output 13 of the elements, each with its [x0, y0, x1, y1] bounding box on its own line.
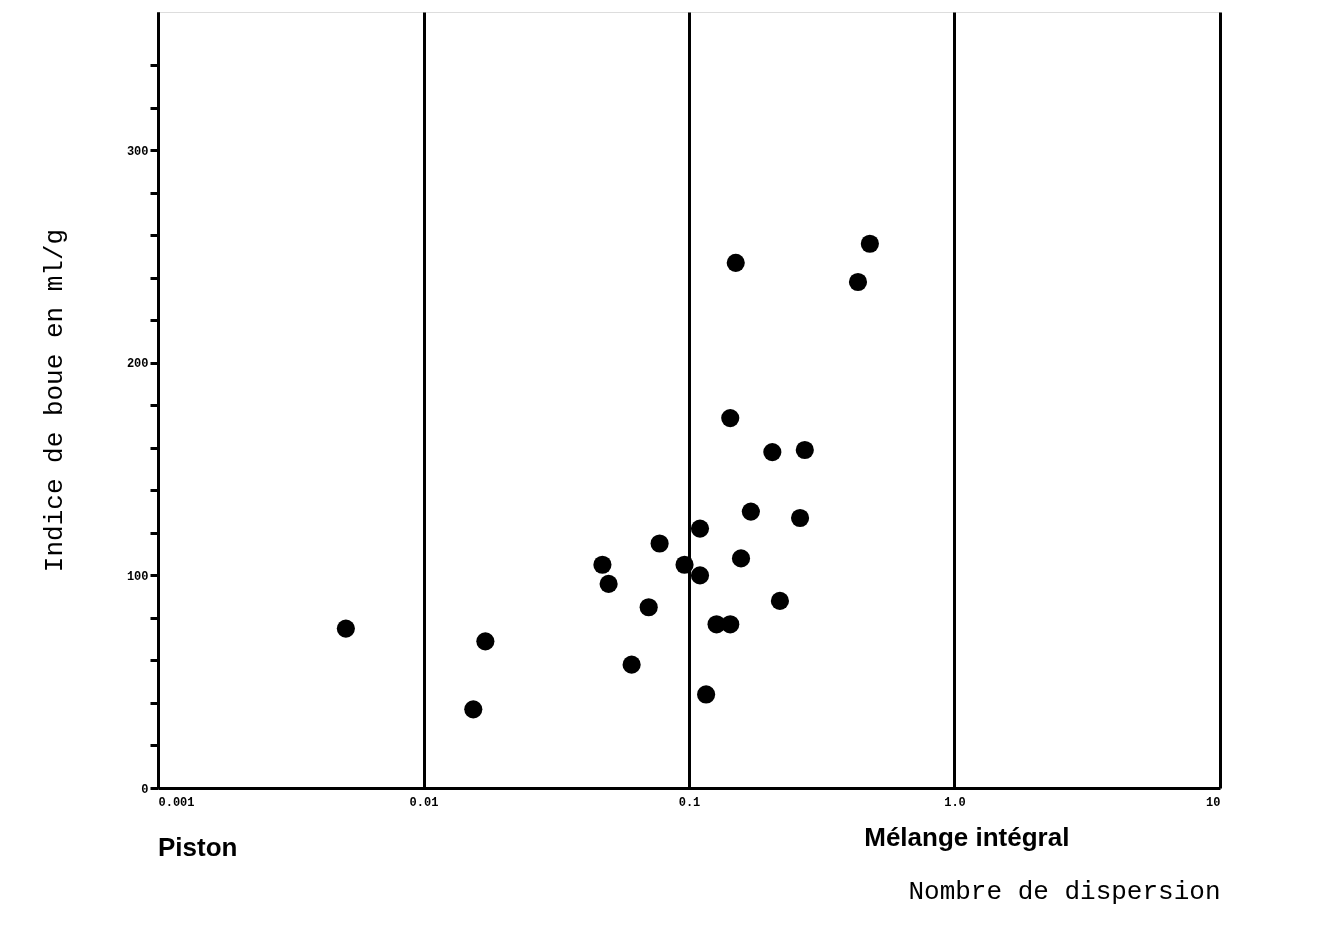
x-tick-label: 0.001	[158, 795, 195, 810]
y-tick-label: 0	[141, 782, 149, 797]
text: Piston	[158, 832, 238, 862]
x-tick-label: 1.0	[944, 795, 966, 810]
x-tick-label: 0.1	[678, 795, 701, 810]
y-tick-label: 200	[126, 357, 149, 372]
x-tick-label: 0.01	[409, 795, 439, 810]
text: Mélange intégral	[864, 822, 1070, 852]
y-tick-label: 100	[126, 569, 149, 584]
x-tick-label: 10	[1206, 795, 1221, 810]
x-axis-title: Nombre de dispersion	[908, 876, 1221, 907]
y-axis-title: Indice de boue en ml/g	[39, 228, 70, 573]
y-tick-label: 300	[126, 144, 149, 159]
